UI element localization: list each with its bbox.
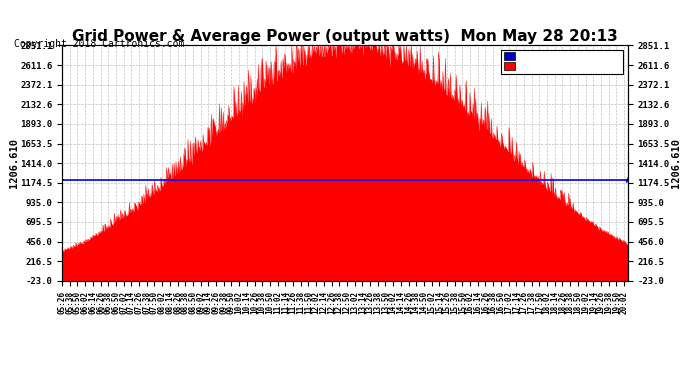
- Title: Grid Power & Average Power (output watts)  Mon May 28 20:13: Grid Power & Average Power (output watts…: [72, 29, 618, 44]
- Legend: Average  (AC Watts), Grid  (AC Watts): Average (AC Watts), Grid (AC Watts): [502, 50, 623, 74]
- Text: Copyright 2018 Cartronics.com: Copyright 2018 Cartronics.com: [14, 39, 184, 50]
- Y-axis label: 1206.610: 1206.610: [9, 138, 19, 188]
- Y-axis label: 1206.610: 1206.610: [671, 138, 681, 188]
